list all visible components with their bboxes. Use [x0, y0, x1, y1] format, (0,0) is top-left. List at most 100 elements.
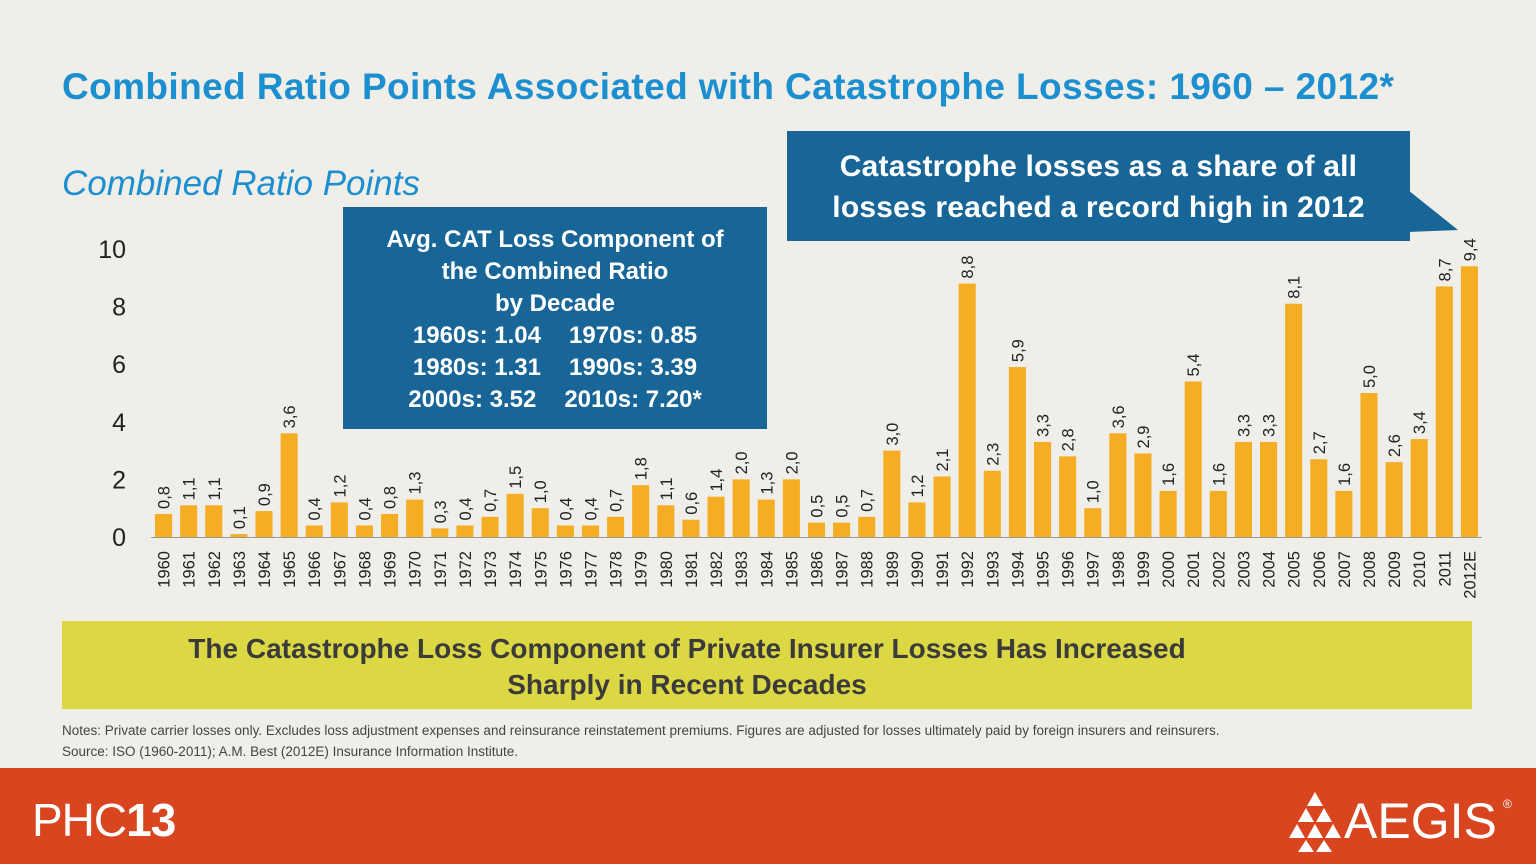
data-label: 1,2 [909, 475, 927, 498]
data-label: 1,0 [1085, 480, 1103, 503]
x-tick-label: 1966 [306, 551, 324, 588]
x-tick-label: 1991 [934, 551, 952, 588]
data-label: 5,0 [1361, 365, 1379, 388]
data-label: 1,5 [507, 466, 525, 489]
x-tick-label: 1964 [256, 551, 274, 588]
y-tick-label: 4 [112, 409, 126, 437]
x-tick-label: 1968 [356, 551, 374, 588]
decade-row: 1960s: 1.04 1970s: 0.85 [343, 320, 767, 352]
bar [1285, 303, 1303, 537]
x-tick-label: 1970 [407, 551, 425, 588]
bar [280, 433, 298, 537]
bar-chart: 0 2 4 6 8 10 0,8 1,1 1,1 0,1 0,9 3,6 0,4 1,2 0,4 0,8 1,… [98, 236, 1482, 599]
bar [732, 479, 750, 537]
x-tick-label: 1972 [457, 551, 475, 588]
data-label: 3,0 [884, 423, 902, 446]
bar [632, 485, 650, 537]
data-label: 1,6 [1210, 463, 1228, 486]
data-label: 1,8 [633, 457, 651, 480]
callout-line-1: Catastrophe losses as a share of all [839, 150, 1358, 183]
data-label: 0,9 [256, 483, 274, 506]
bar [1109, 433, 1127, 537]
bar [858, 516, 876, 537]
notes-line-1: Notes: Private carrier losses only. Excl… [62, 723, 1220, 738]
x-tick-label: 1986 [809, 551, 827, 588]
bar [456, 525, 474, 537]
y-tick-label: 6 [112, 351, 126, 379]
x-tick-label: 2008 [1361, 551, 1379, 588]
aegis-logo: AEGIS [1344, 793, 1497, 849]
bar [1260, 441, 1278, 537]
source-line: Source: ISO (1960-2011); A.M. Best (2012… [62, 744, 518, 759]
aegis-pyramid-icon [1289, 792, 1341, 852]
x-tick-label: 1977 [582, 551, 600, 588]
logo-phc: PHC [32, 794, 127, 846]
registered-mark: ® [1503, 797, 1512, 811]
decade-box-heading-3: by Decade [494, 290, 616, 317]
logo-13: 13 [126, 794, 176, 846]
x-tick-label: 1995 [1035, 551, 1053, 588]
data-label: 0,4 [306, 498, 324, 521]
data-label: 1,2 [331, 475, 349, 498]
bar [607, 516, 625, 537]
x-tick-label: 1982 [708, 551, 726, 588]
bar [707, 496, 725, 537]
banner-line-1: The Catastrophe Loss Component of Privat… [188, 633, 1186, 664]
decade-row: 1980s: 1.31 1990s: 3.39 [343, 352, 767, 384]
data-label: 3,6 [1110, 405, 1128, 428]
data-label: 0,7 [859, 489, 877, 512]
y-axis: 0 2 4 6 8 10 [98, 236, 126, 552]
bar [230, 534, 248, 537]
data-label: 1,6 [1160, 463, 1178, 486]
bars [155, 266, 1478, 537]
bar [305, 525, 323, 537]
bar [682, 519, 700, 537]
phc13-logo: PHC13 [32, 793, 176, 847]
x-tick-label: 1998 [1110, 551, 1128, 588]
x-tick-label: 2005 [1286, 551, 1304, 588]
x-tick-label: 2006 [1311, 551, 1329, 588]
data-label: 0,4 [557, 498, 575, 521]
data-label: 3,3 [1261, 414, 1279, 437]
data-label: 0,6 [683, 492, 701, 515]
callout-box: Catastrophe losses as a share of all los… [787, 131, 1410, 241]
bar [1159, 490, 1177, 537]
bar [556, 525, 574, 537]
x-tick-label: 2009 [1386, 551, 1404, 588]
bar [406, 499, 424, 537]
bar [180, 505, 198, 537]
bar [506, 493, 524, 537]
y-tick-label: 8 [112, 294, 126, 322]
x-tick-label: 1989 [884, 551, 902, 588]
bar [381, 513, 399, 537]
x-tick-label: 1960 [156, 551, 174, 588]
data-label: 0,5 [834, 495, 852, 518]
x-tick-label: 1962 [206, 551, 224, 588]
data-label: 2,8 [1060, 428, 1078, 451]
bar [481, 516, 499, 537]
x-tick-label: 1994 [1009, 551, 1027, 588]
data-label: 2,6 [1386, 434, 1404, 457]
decade-value: 1980s: 1.31 [412, 354, 541, 381]
x-tick-label: 2002 [1210, 551, 1228, 588]
x-tick-label: 1971 [432, 551, 450, 588]
x-tick-label: 2011 [1436, 551, 1454, 586]
bar [1310, 459, 1328, 537]
data-label: 8,1 [1286, 276, 1304, 299]
data-label: 2,9 [1135, 426, 1153, 449]
data-label: 0,4 [582, 498, 600, 521]
decade-value: 1990s: 3.39 [569, 354, 698, 381]
data-label: 1,0 [532, 480, 550, 503]
banner-line-2: Sharply in Recent Decades [507, 669, 867, 700]
x-tick-label: 1983 [733, 551, 751, 588]
bar [1059, 456, 1077, 537]
x-tick-label: 1988 [859, 551, 877, 588]
data-label: 1,1 [658, 477, 676, 500]
x-tick-label: 1963 [231, 551, 249, 588]
data-label: 1,3 [758, 472, 776, 495]
x-tick-label: 2010 [1411, 551, 1429, 588]
data-label: 1,1 [206, 477, 224, 500]
decade-value: 1960s: 1.04 [412, 322, 541, 349]
bar [1385, 462, 1403, 537]
data-label: 1,6 [1336, 463, 1354, 486]
